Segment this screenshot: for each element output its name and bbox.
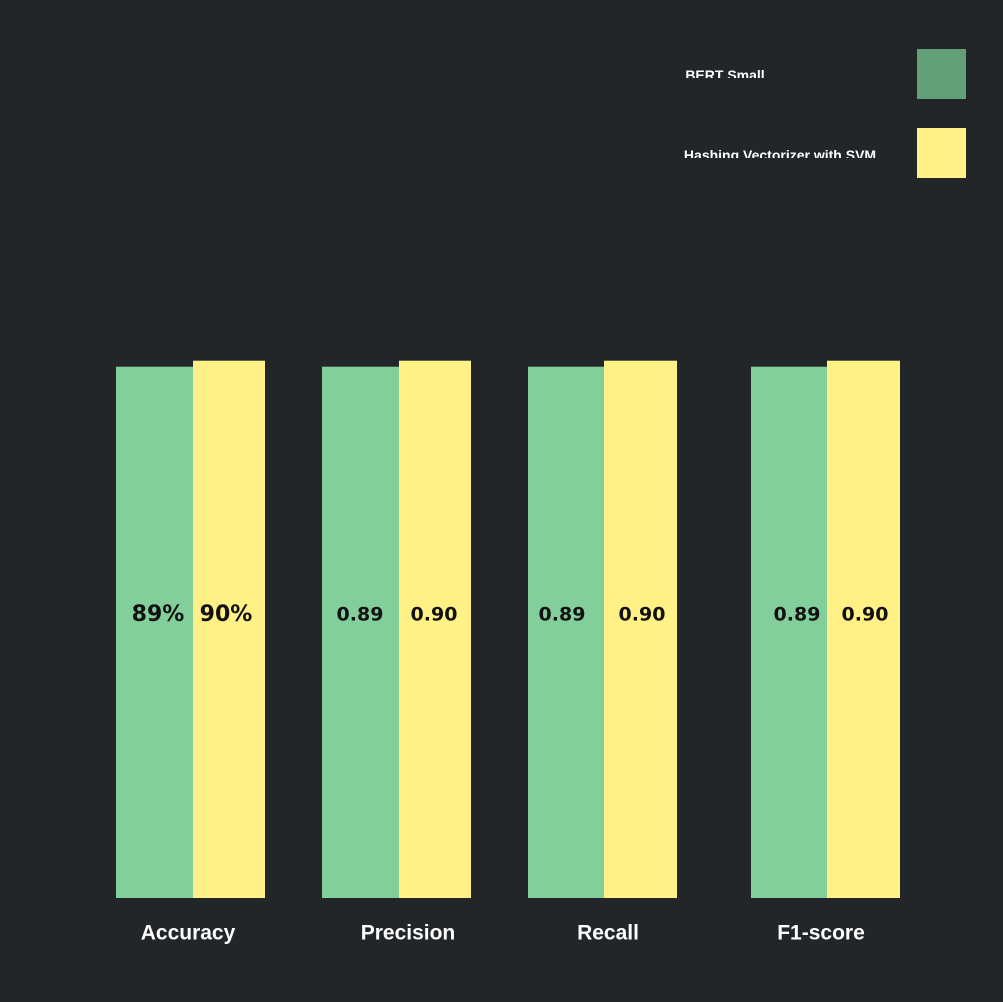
data-label: 0.89 bbox=[337, 604, 384, 626]
x-tick-label: F1-score bbox=[777, 922, 865, 945]
x-tick-label: Precision bbox=[361, 922, 456, 945]
data-label: 89% bbox=[132, 602, 185, 627]
data-label: 0.90 bbox=[619, 604, 666, 626]
data-label: 0.89 bbox=[539, 604, 586, 626]
legend-swatch bbox=[917, 128, 966, 178]
data-label-group: 89% 90% 0.89 0.90 0.89 0.90 0.89 0.90 bbox=[132, 602, 889, 627]
legend: BERT Small Hashing Vectorizer with SVM bbox=[684, 49, 966, 178]
data-label: 90% bbox=[200, 602, 253, 627]
bar-group bbox=[116, 360, 900, 898]
x-tick-label: Accuracy bbox=[141, 922, 236, 945]
x-tick-label: Recall bbox=[577, 922, 639, 945]
data-label: 0.89 bbox=[774, 604, 821, 626]
bar-accuracy-series-2 bbox=[193, 360, 265, 898]
category-label-group: Accuracy Precision Recall F1-score bbox=[141, 922, 865, 945]
bar-precision-series-2 bbox=[399, 360, 471, 898]
bar-recall-series-1 bbox=[528, 366, 604, 898]
bar-recall-series-2 bbox=[604, 360, 677, 898]
bar-precision-series-1 bbox=[322, 366, 399, 898]
legend-swatch bbox=[917, 49, 966, 99]
legend-label: Hashing Vectorizer with SVM bbox=[684, 147, 876, 163]
legend-label: BERT Small bbox=[685, 67, 764, 83]
bar-accuracy-series-1 bbox=[116, 366, 193, 898]
bar-f1-score-series-2 bbox=[827, 360, 900, 898]
bar-f1-score-series-1 bbox=[751, 366, 827, 898]
data-label: 0.90 bbox=[842, 604, 889, 626]
data-label: 0.90 bbox=[411, 604, 458, 626]
